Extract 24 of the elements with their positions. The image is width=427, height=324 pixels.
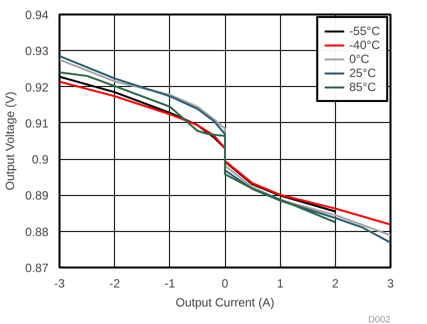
x-tick-label: 2	[332, 276, 339, 290]
x-axis-title: Output Current (A)	[176, 296, 274, 310]
text: D002	[368, 314, 391, 324]
y-tick-label: 0.91	[25, 116, 49, 130]
y-tick-label: 0.94	[25, 8, 49, 22]
y-tick-label: 0.9	[32, 152, 49, 167]
legend-label: 25°C	[349, 66, 376, 80]
x-tick-label: -2	[109, 276, 120, 290]
y-tick-label: 0.87	[25, 261, 49, 275]
x-tick-label: 1	[276, 276, 284, 290]
legend-label: -40°C	[349, 38, 380, 52]
line-series	[60, 80, 390, 226]
x-tick-label: 0	[222, 276, 229, 290]
y-tick-label: 0.93	[25, 44, 49, 58]
y-axis-title: Output Voltage (V)	[3, 92, 18, 190]
x-tick-label: -1	[164, 276, 176, 290]
x-tick-label: -3	[54, 276, 66, 290]
x-tick-label: 3	[387, 276, 394, 290]
y-tick-label: 0.92	[25, 80, 49, 94]
y-tick-label: 0.89	[25, 188, 49, 203]
y-tick-label: 0.88	[25, 224, 49, 239]
legend-label: -55°C	[349, 24, 380, 38]
legend-label: 85°C	[349, 80, 376, 94]
legend-label: 0°C	[349, 52, 370, 66]
